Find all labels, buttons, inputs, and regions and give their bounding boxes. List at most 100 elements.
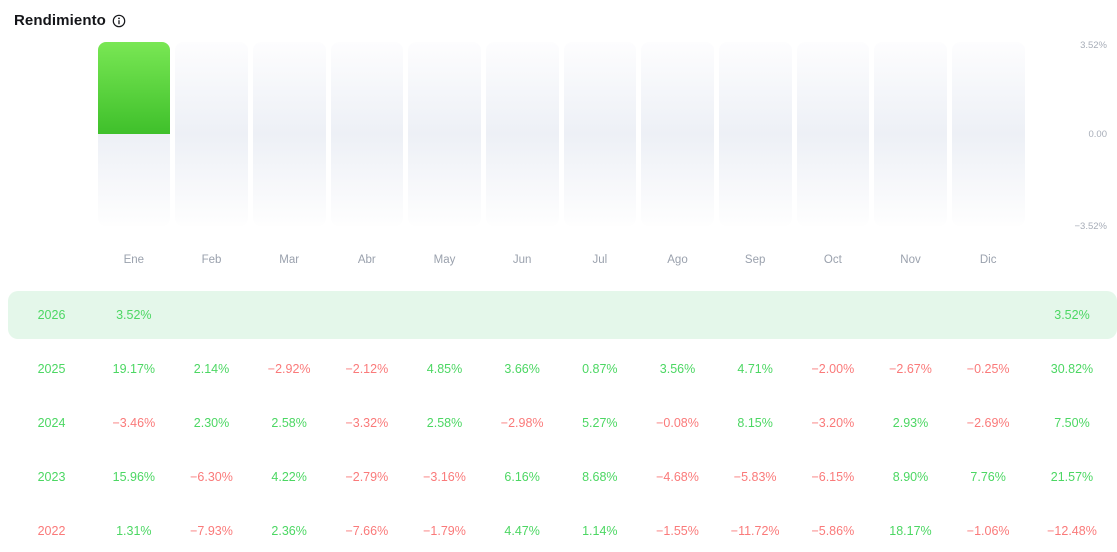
chart-column-jun[interactable] xyxy=(485,42,559,226)
y-axis: 3.52% 0.00 −3.52% xyxy=(1027,40,1117,232)
cell-2022-dic: −1.06% xyxy=(966,524,1010,538)
y-axis-tick-max: 3.52% xyxy=(1080,40,1107,51)
cell-2025-jul: 0.87% xyxy=(582,362,618,376)
cell-2022-abr: −7.66% xyxy=(345,524,389,538)
cell-2025-oct: −2.00% xyxy=(811,362,855,376)
cell-2025-dic: −0.25% xyxy=(966,362,1010,376)
cell-2022-feb: −7.93% xyxy=(190,524,233,538)
cell-2024-feb: 2.30% xyxy=(193,416,230,430)
month-label-ene: Ene xyxy=(123,254,145,266)
total-cell-2025: 30.82% xyxy=(1050,362,1094,376)
table-row-2025[interactable]: 2025 19.17% 2.14% −2.92% −2.12% 4.85% 3.66% 0.8… xyxy=(8,345,1117,393)
cell-2022-nov: 18.17% xyxy=(889,524,932,538)
cell-2022-mar: 2.36% xyxy=(271,524,307,538)
year-label-2022: 2022 xyxy=(37,524,66,538)
year-label-2024: 2024 xyxy=(37,416,66,430)
chart-column-ene[interactable] xyxy=(97,42,171,226)
month-label-oct: Oct xyxy=(823,254,842,266)
chart-column-dic[interactable] xyxy=(951,42,1025,226)
chart-column-jul[interactable] xyxy=(563,42,637,226)
year-label-2025: 2025 xyxy=(37,362,66,376)
y-axis-tick-zero: 0.00 xyxy=(1088,129,1108,140)
month-label-jun: Jun xyxy=(512,254,532,266)
cell-2023-mar: 4.22% xyxy=(271,470,307,484)
cell-2024-mar: 2.58% xyxy=(271,416,307,430)
month-label-feb: Feb xyxy=(201,254,222,266)
y-axis-tick-min: −3.52% xyxy=(1074,221,1108,232)
performance-table: 2026 3.52% 3.52% 2025 19.17% 2.14% −2.92% −2.12… xyxy=(0,291,1117,552)
cell-2022-may: −1.79% xyxy=(423,524,466,538)
cell-2024-may: 2.58% xyxy=(426,416,463,430)
chart-column-feb[interactable] xyxy=(175,42,248,226)
table-row-2026[interactable]: 2026 3.52% 3.52% xyxy=(8,291,1117,339)
chart-column-mar[interactable] xyxy=(252,42,326,226)
total-cell-2024: 7.50% xyxy=(1054,416,1090,430)
cell-2022-jul: 1.14% xyxy=(582,524,618,538)
cell-2023-may: −3.16% xyxy=(423,470,466,484)
bar-ene[interactable] xyxy=(97,42,171,134)
table-row-2024[interactable]: 2024 −3.46% 2.30% 2.58% −3.32% 2.58% −2.98% 5.2… xyxy=(8,399,1117,447)
cell-2026-ene: 3.52% xyxy=(116,308,152,322)
month-label-abr: Abr xyxy=(357,254,376,266)
page-title: Rendimiento xyxy=(14,11,106,29)
total-cell-2023: 21.57% xyxy=(1050,470,1094,484)
cell-2023-feb: −6.30% xyxy=(190,470,233,484)
cell-2024-nov: 2.93% xyxy=(892,416,929,430)
month-label-dic: Dic xyxy=(979,254,997,266)
cell-2025-may: 4.85% xyxy=(426,362,463,376)
chart-column-abr[interactable] xyxy=(330,42,404,226)
cell-2022-jun: 4.47% xyxy=(504,524,540,538)
cell-2024-jun: −2.98% xyxy=(500,416,544,430)
cell-2022-oct: −5.86% xyxy=(811,524,855,538)
cell-2024-jul: 5.27% xyxy=(582,416,618,430)
monthly-returns-chart: 3.52% 0.00 −3.52% xyxy=(8,40,1117,232)
table-row-2023[interactable]: 2023 15.96% −6.30% 4.22% −2.79% −3.16% 6.16% 8.… xyxy=(8,453,1117,501)
month-label-mar: Mar xyxy=(279,254,300,266)
chart-left-gutter xyxy=(8,42,95,226)
cell-2024-abr: −3.32% xyxy=(345,416,389,430)
info-icon[interactable] xyxy=(112,14,126,28)
cell-2025-mar: −2.92% xyxy=(267,362,311,376)
chart-columns xyxy=(95,42,1027,226)
cell-2023-jun: 6.16% xyxy=(504,470,540,484)
month-label-jul: Jul xyxy=(592,254,608,266)
cell-2025-nov: −2.67% xyxy=(889,362,932,376)
cell-2024-oct: −3.20% xyxy=(811,416,855,430)
cell-2023-nov: 8.90% xyxy=(892,470,929,484)
month-label-may: May xyxy=(433,254,456,266)
total-cell-2026: 3.52% xyxy=(1054,308,1090,322)
table-row-2022[interactable]: 2022 1.31% −7.93% 2.36% −7.66% −1.79% 4.47% 1.1… xyxy=(8,507,1117,552)
chart-column-nov[interactable] xyxy=(874,42,947,226)
cell-2023-dic: 7.76% xyxy=(970,470,1006,484)
panel-header: Rendimiento xyxy=(0,0,1117,29)
cell-2022-sep: −11.72% xyxy=(730,524,780,538)
cell-2023-abr: −2.79% xyxy=(345,470,389,484)
year-label-2023: 2023 xyxy=(37,470,66,484)
chart-column-sep[interactable] xyxy=(718,42,792,226)
cell-2025-ago: 3.56% xyxy=(659,362,696,376)
month-label-sep: Sep xyxy=(744,254,766,266)
chart-column-may[interactable] xyxy=(408,42,481,226)
cell-2022-ago: −1.55% xyxy=(656,524,699,538)
cell-2023-ene: 15.96% xyxy=(112,470,156,484)
cell-2023-oct: −6.15% xyxy=(811,470,855,484)
cell-2023-jul: 8.68% xyxy=(582,470,618,484)
cell-2025-jun: 3.66% xyxy=(504,362,540,376)
month-label-ago: Ago xyxy=(667,254,688,266)
cell-2023-ago: −4.68% xyxy=(656,470,699,484)
chart-column-ago[interactable] xyxy=(641,42,714,226)
month-axis: Ene Feb Mar Abr May Jun Jul Ago Sep Oct Nov Dic xyxy=(8,252,1117,268)
cell-2023-sep: −5.83% xyxy=(733,470,777,484)
cell-2025-abr: −2.12% xyxy=(345,362,389,376)
month-label-nov: Nov xyxy=(900,254,921,266)
chart-column-oct[interactable] xyxy=(796,42,870,226)
cell-2024-ene: −3.46% xyxy=(112,416,156,430)
cell-2024-sep: 8.15% xyxy=(737,416,773,430)
cell-2024-dic: −2.69% xyxy=(966,416,1010,430)
year-label-2026: 2026 xyxy=(37,308,66,322)
cell-2025-sep: 4.71% xyxy=(737,362,773,376)
cell-2024-ago: −0.08% xyxy=(656,416,699,430)
cell-2022-ene: 1.31% xyxy=(116,524,152,538)
cell-2025-ene: 19.17% xyxy=(112,362,156,376)
